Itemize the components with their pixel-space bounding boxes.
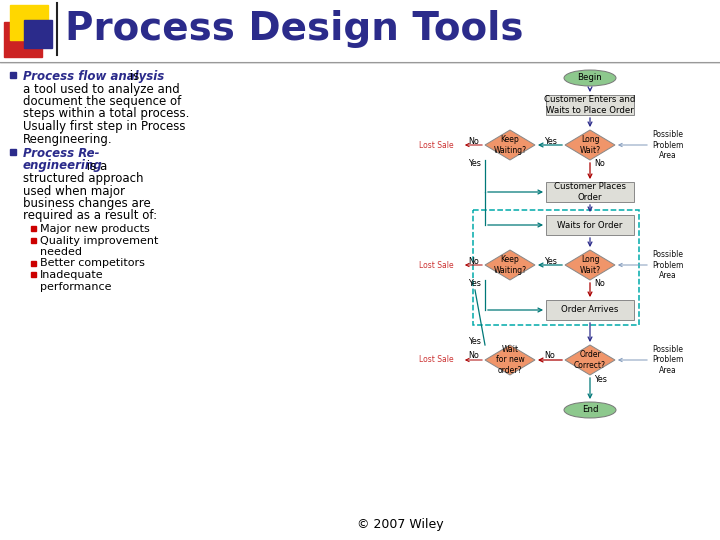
Bar [546,182,634,202]
Text: document the sequence of: document the sequence of [23,95,181,108]
Bar [10,5,48,40]
Text: Yes: Yes [468,336,481,346]
Bar [10,149,16,155]
Bar [31,226,36,231]
Text: Lost Sale: Lost Sale [419,260,454,269]
Ellipse shape [564,402,616,418]
Polygon shape [485,345,535,375]
Text: No: No [468,137,479,145]
Text: Yes: Yes [468,280,481,288]
Text: © 2007 Wiley: © 2007 Wiley [356,518,444,531]
Polygon shape [565,130,615,160]
Text: Begin: Begin [577,73,603,83]
Bar [24,20,52,48]
Bar [10,72,16,78]
Polygon shape [485,250,535,280]
Text: No: No [468,352,479,361]
Text: No: No [544,352,555,361]
Text: used when major: used when major [23,185,125,198]
Text: No: No [594,159,605,168]
Bar [546,95,634,115]
Text: Customer Enters and
Waits to Place Order: Customer Enters and Waits to Place Order [544,95,636,114]
Bar [546,300,634,320]
Bar [4,22,42,57]
Text: Keep
Waiting?: Keep Waiting? [493,136,526,154]
Polygon shape [485,130,535,160]
Text: Customer Places
Order: Customer Places Order [554,183,626,202]
Text: Yes: Yes [468,159,481,168]
Text: is: is [126,70,139,83]
Text: Keep
Waiting?: Keep Waiting? [493,255,526,275]
Text: Process Re-: Process Re- [23,147,99,160]
Text: Lost Sale: Lost Sale [419,355,454,364]
Bar [473,210,639,325]
Text: Waits for Order: Waits for Order [557,220,623,230]
Text: Major new products: Major new products [40,224,150,234]
Text: Usually first step in Process: Usually first step in Process [23,120,186,133]
Text: is a: is a [83,159,107,172]
Bar [31,272,36,277]
Text: Process Design Tools: Process Design Tools [65,10,523,48]
Text: Lost Sale: Lost Sale [419,140,454,150]
Text: Order
Correct?: Order Correct? [574,350,606,370]
Polygon shape [565,250,615,280]
Text: Possible
Problem
Area: Possible Problem Area [652,130,684,160]
Text: Wait
for new
order?: Wait for new order? [495,345,524,375]
Text: Process flow analysis: Process flow analysis [23,70,164,83]
Bar [31,238,36,242]
Text: Reengineering.: Reengineering. [23,132,112,145]
Text: Long
Wait?: Long Wait? [580,255,600,275]
Ellipse shape [564,70,616,86]
Text: needed: needed [40,247,82,257]
Text: No: No [594,280,605,288]
Text: business changes are: business changes are [23,197,150,210]
Text: steps within a total process.: steps within a total process. [23,107,189,120]
Text: End: End [582,406,598,415]
Text: performance: performance [40,281,112,292]
Polygon shape [565,345,615,375]
Text: Better competitors: Better competitors [40,259,145,268]
Text: Possible
Problem
Area: Possible Problem Area [652,250,684,280]
Text: Inadequate: Inadequate [40,270,104,280]
Text: Yes: Yes [594,375,607,383]
Text: Order Arrives: Order Arrives [562,306,618,314]
Text: engineering: engineering [23,159,103,172]
Text: Long
Wait?: Long Wait? [580,136,600,154]
Bar [546,215,634,235]
Text: a tool used to analyze and: a tool used to analyze and [23,83,180,96]
Text: required as a result of:: required as a result of: [23,210,157,222]
Text: Yes: Yes [544,137,557,145]
Bar [31,260,36,266]
Text: Yes: Yes [544,256,557,266]
Text: structured approach: structured approach [23,172,143,185]
Text: No: No [468,256,479,266]
Text: Possible
Problem
Area: Possible Problem Area [652,345,684,375]
Text: Quality improvement: Quality improvement [40,235,158,246]
